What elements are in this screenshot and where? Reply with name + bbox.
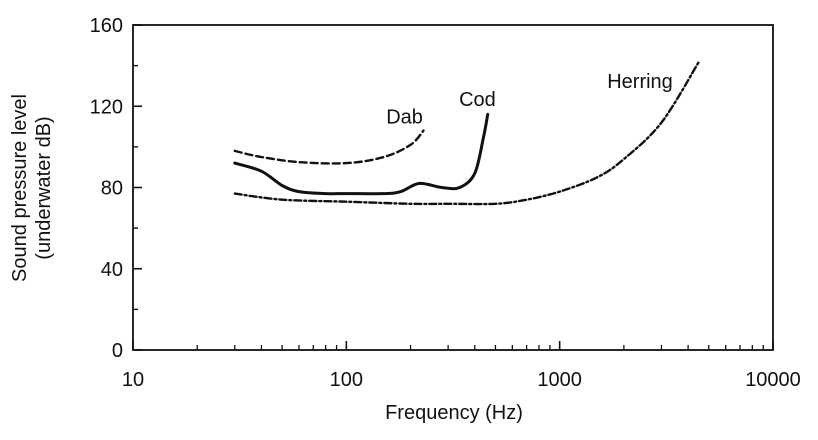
x-tick-label: 1000 (537, 369, 582, 391)
y-axis-title: Sound pressure level (underwater dB) (9, 94, 55, 282)
x-tick-label: 10000 (745, 369, 801, 391)
y-ticks: 0 40 80 120 160 (90, 15, 142, 362)
series-line-cod (233, 112, 490, 196)
y-tick-label: 0 (112, 340, 123, 362)
series-line-herring (233, 60, 701, 206)
x-tick-label: 100 (330, 369, 363, 391)
series-layer (233, 60, 701, 206)
series-labels: Dab Cod Herring (386, 71, 673, 129)
y-tick-label: 80 (101, 178, 123, 200)
series-label-herring: Herring (607, 71, 673, 93)
y-tick-label: 120 (90, 96, 123, 118)
y-axis-title-line2: (underwater dB) (33, 116, 55, 259)
y-axis-title-line1: Sound pressure level (9, 94, 31, 282)
series-line-dab (233, 129, 425, 165)
series-label-cod: Cod (459, 89, 496, 111)
y-tick-label: 160 (90, 15, 123, 37)
x-tick-label: 10 (122, 369, 144, 391)
y-tick-label: 40 (101, 259, 123, 281)
x-axis-title: Frequency (Hz) (385, 402, 523, 424)
series-label-dab: Dab (386, 106, 423, 128)
x-ticks: 10 100 1000 10000 (122, 341, 801, 391)
